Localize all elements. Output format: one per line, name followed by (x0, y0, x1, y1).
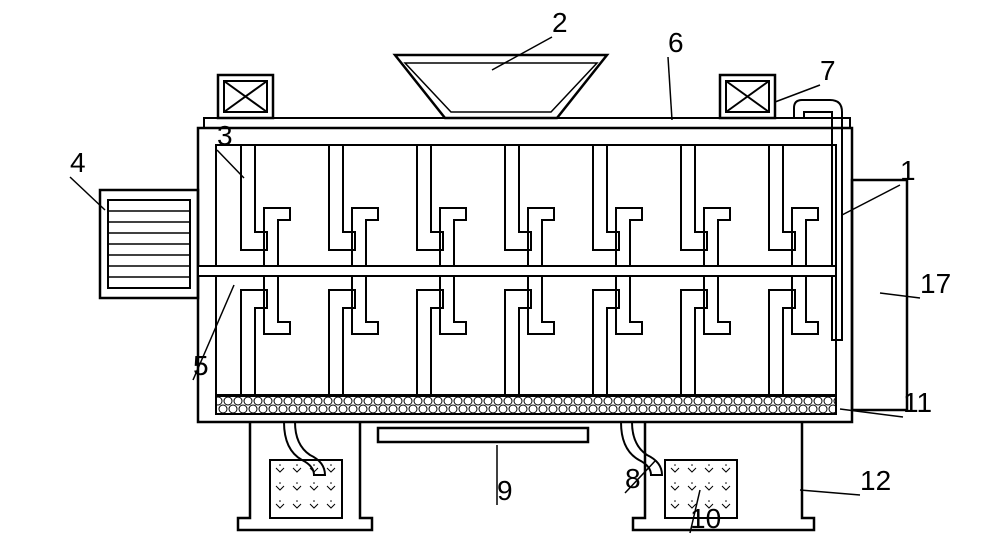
bottom-teeth (241, 290, 795, 395)
label-17: 17 (920, 268, 951, 299)
label-7: 7 (820, 55, 836, 86)
label-4: 4 (70, 147, 86, 178)
label-2: 2 (552, 7, 568, 38)
label-3: 3 (217, 120, 233, 151)
label-10: 10 (690, 503, 721, 534)
outlet-plate (378, 428, 588, 442)
label-11: 11 (903, 387, 932, 418)
schematic-svg: 12345678910111217 (0, 0, 1000, 558)
shaft-blades-lower (264, 276, 818, 334)
drain-pipes (284, 422, 662, 475)
diagram-container: 12345678910111217 (0, 0, 1000, 558)
label-9: 9 (497, 475, 513, 506)
hatched-box-left (218, 75, 273, 118)
label-5: 5 (193, 350, 209, 381)
water-tank (204, 118, 850, 128)
label-1: 1 (900, 155, 916, 186)
label-12: 12 (860, 465, 891, 496)
shaft-blades-upper (264, 208, 818, 266)
top-teeth (241, 145, 795, 250)
motor-grille (108, 211, 190, 277)
shaft (198, 266, 836, 276)
label-6: 6 (668, 27, 684, 58)
filter-layer (214, 396, 847, 414)
label-8: 8 (625, 463, 641, 494)
hatched-box-right (720, 75, 775, 118)
